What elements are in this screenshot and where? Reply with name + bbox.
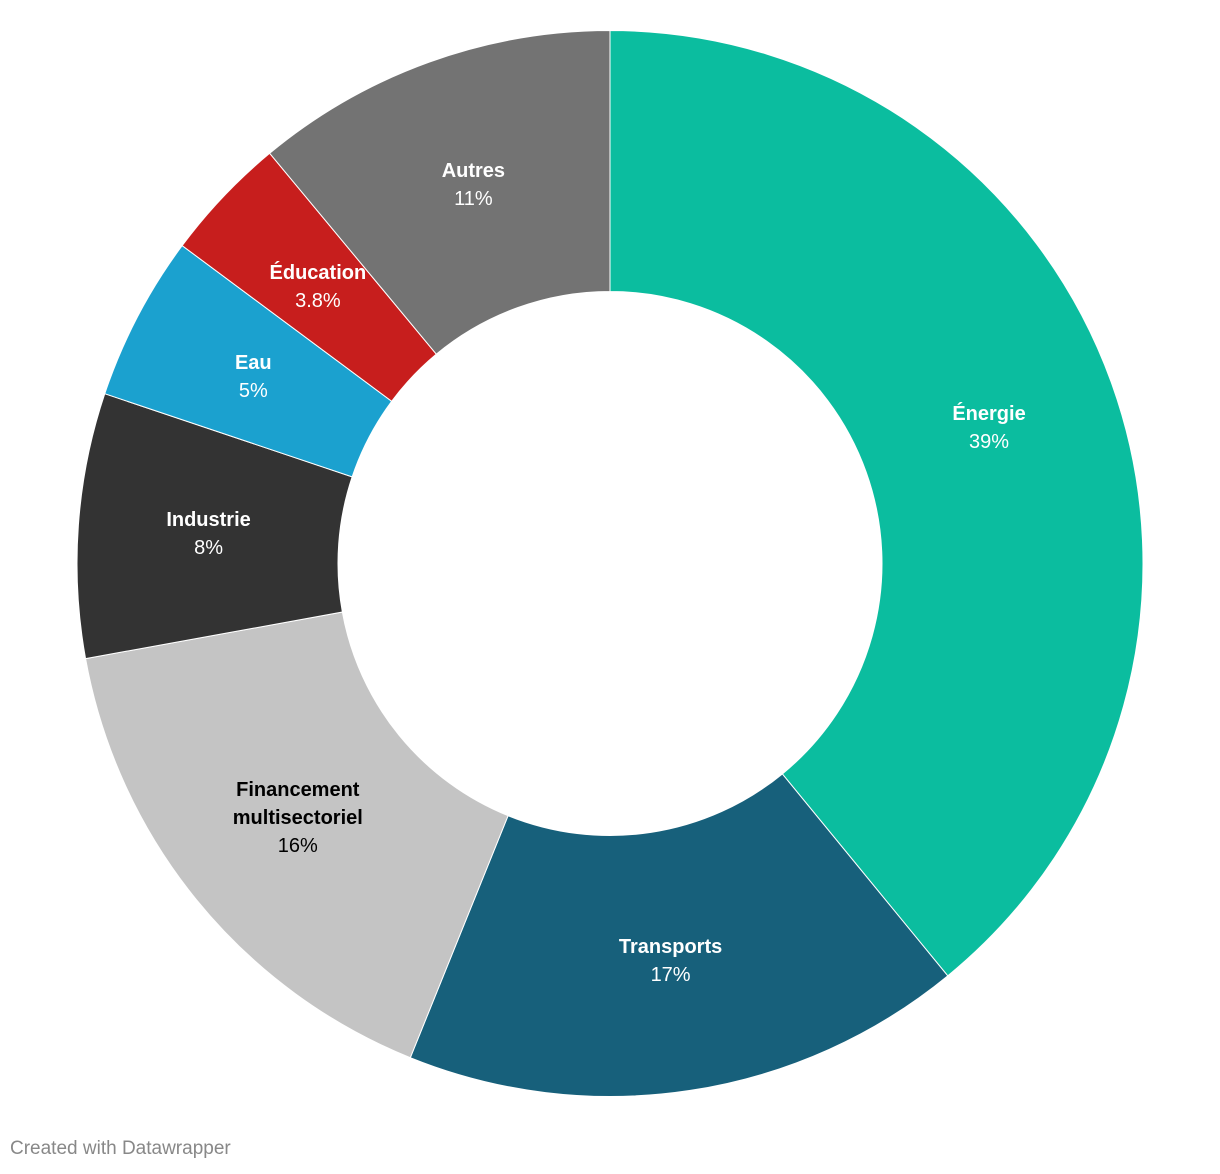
category-label: Autres <box>441 159 506 182</box>
donut-slice <box>268 29 611 355</box>
value-label: 11% <box>454 187 493 210</box>
value-label: 8% <box>194 537 223 560</box>
category-label: Eau <box>234 352 272 375</box>
category-label: Industrie <box>166 509 251 532</box>
donut-slice <box>84 611 509 1059</box>
slice-label: Éducation 3.8% <box>233 259 403 315</box>
category-label: Financement multisectoriel <box>232 778 363 829</box>
value-label: 5% <box>238 380 268 403</box>
value-label: 17% <box>650 964 691 987</box>
slice-label: Autres 11% <box>388 157 558 213</box>
donut-slice <box>409 773 949 1097</box>
slice-label: Industrie 8% <box>124 506 294 562</box>
slice-label: Transports 17% <box>586 933 756 989</box>
value-label: 39% <box>969 431 1010 454</box>
slice-label: Financement multisectoriel 16% <box>213 776 383 860</box>
value-label: 3.8% <box>295 289 341 312</box>
category-label: Énergie <box>952 403 1026 426</box>
category-label: Transports <box>618 936 723 959</box>
slice-label: Énergie 39% <box>904 400 1074 456</box>
value-label: 16% <box>277 834 318 857</box>
category-label: Éducation <box>269 261 367 284</box>
credit: Created with Datawrapper <box>10 1138 231 1159</box>
slice-label: Eau 5% <box>168 349 338 405</box>
donut-slice <box>609 29 1144 977</box>
